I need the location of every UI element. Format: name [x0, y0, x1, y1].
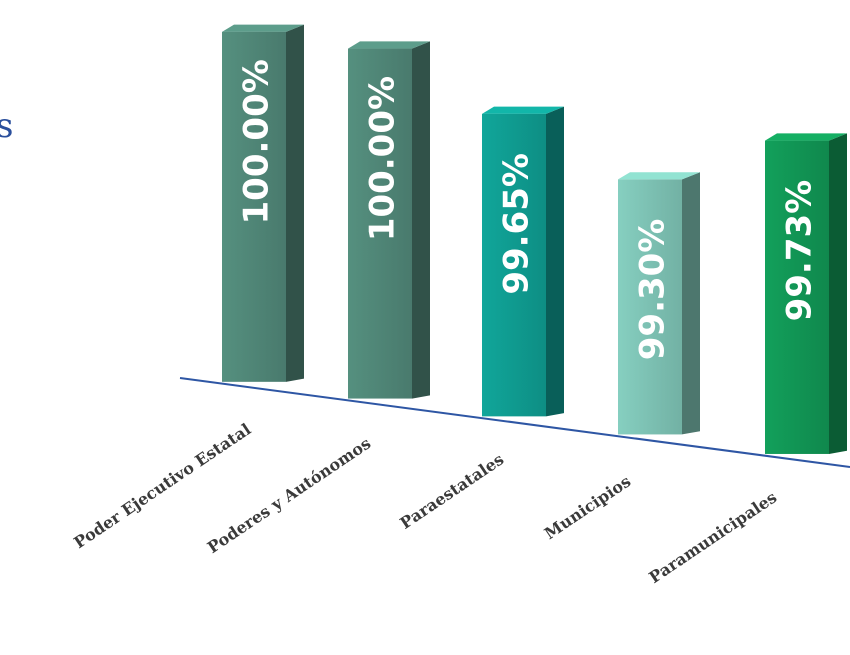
bar-4: 99.30% — [618, 172, 700, 435]
bar-front-face — [482, 113, 546, 417]
bar-5: 99.73% — [765, 133, 847, 454]
category-label: Municipios — [541, 472, 634, 544]
bar-value-label: 99.65% — [497, 153, 537, 295]
bar-3: 99.65% — [482, 106, 564, 417]
bar-value-label: 100.00% — [363, 76, 403, 241]
category-label: Paramunicipales — [646, 488, 781, 587]
bar-top-face — [618, 172, 700, 180]
bar-front-face — [618, 179, 682, 435]
bar-front-face — [348, 48, 412, 399]
edge-text-fragment: s — [0, 106, 14, 146]
bar-value-label: 100.00% — [237, 59, 277, 224]
bar-side-face — [286, 24, 304, 382]
bar-side-face — [412, 41, 430, 399]
bar-top-face — [348, 41, 430, 49]
bar-front-face — [765, 140, 829, 454]
bar-side-face — [682, 172, 700, 435]
bar-top-face — [765, 133, 847, 141]
category-label: Paraestatales — [397, 450, 508, 533]
bar-2: 100.00% — [348, 41, 430, 399]
bar-value-label: 99.30% — [633, 219, 673, 361]
bar-side-face — [546, 106, 564, 417]
bar-1: 100.00% — [222, 24, 304, 382]
category-label: Poderes y Autónomos — [204, 434, 374, 558]
bar-top-face — [482, 106, 564, 114]
bar-side-face — [829, 133, 847, 454]
bar-front-face — [222, 31, 286, 382]
x-axis-line — [179, 377, 850, 468]
bar-top-face — [222, 24, 304, 32]
bar-value-label: 99.73% — [780, 180, 820, 322]
